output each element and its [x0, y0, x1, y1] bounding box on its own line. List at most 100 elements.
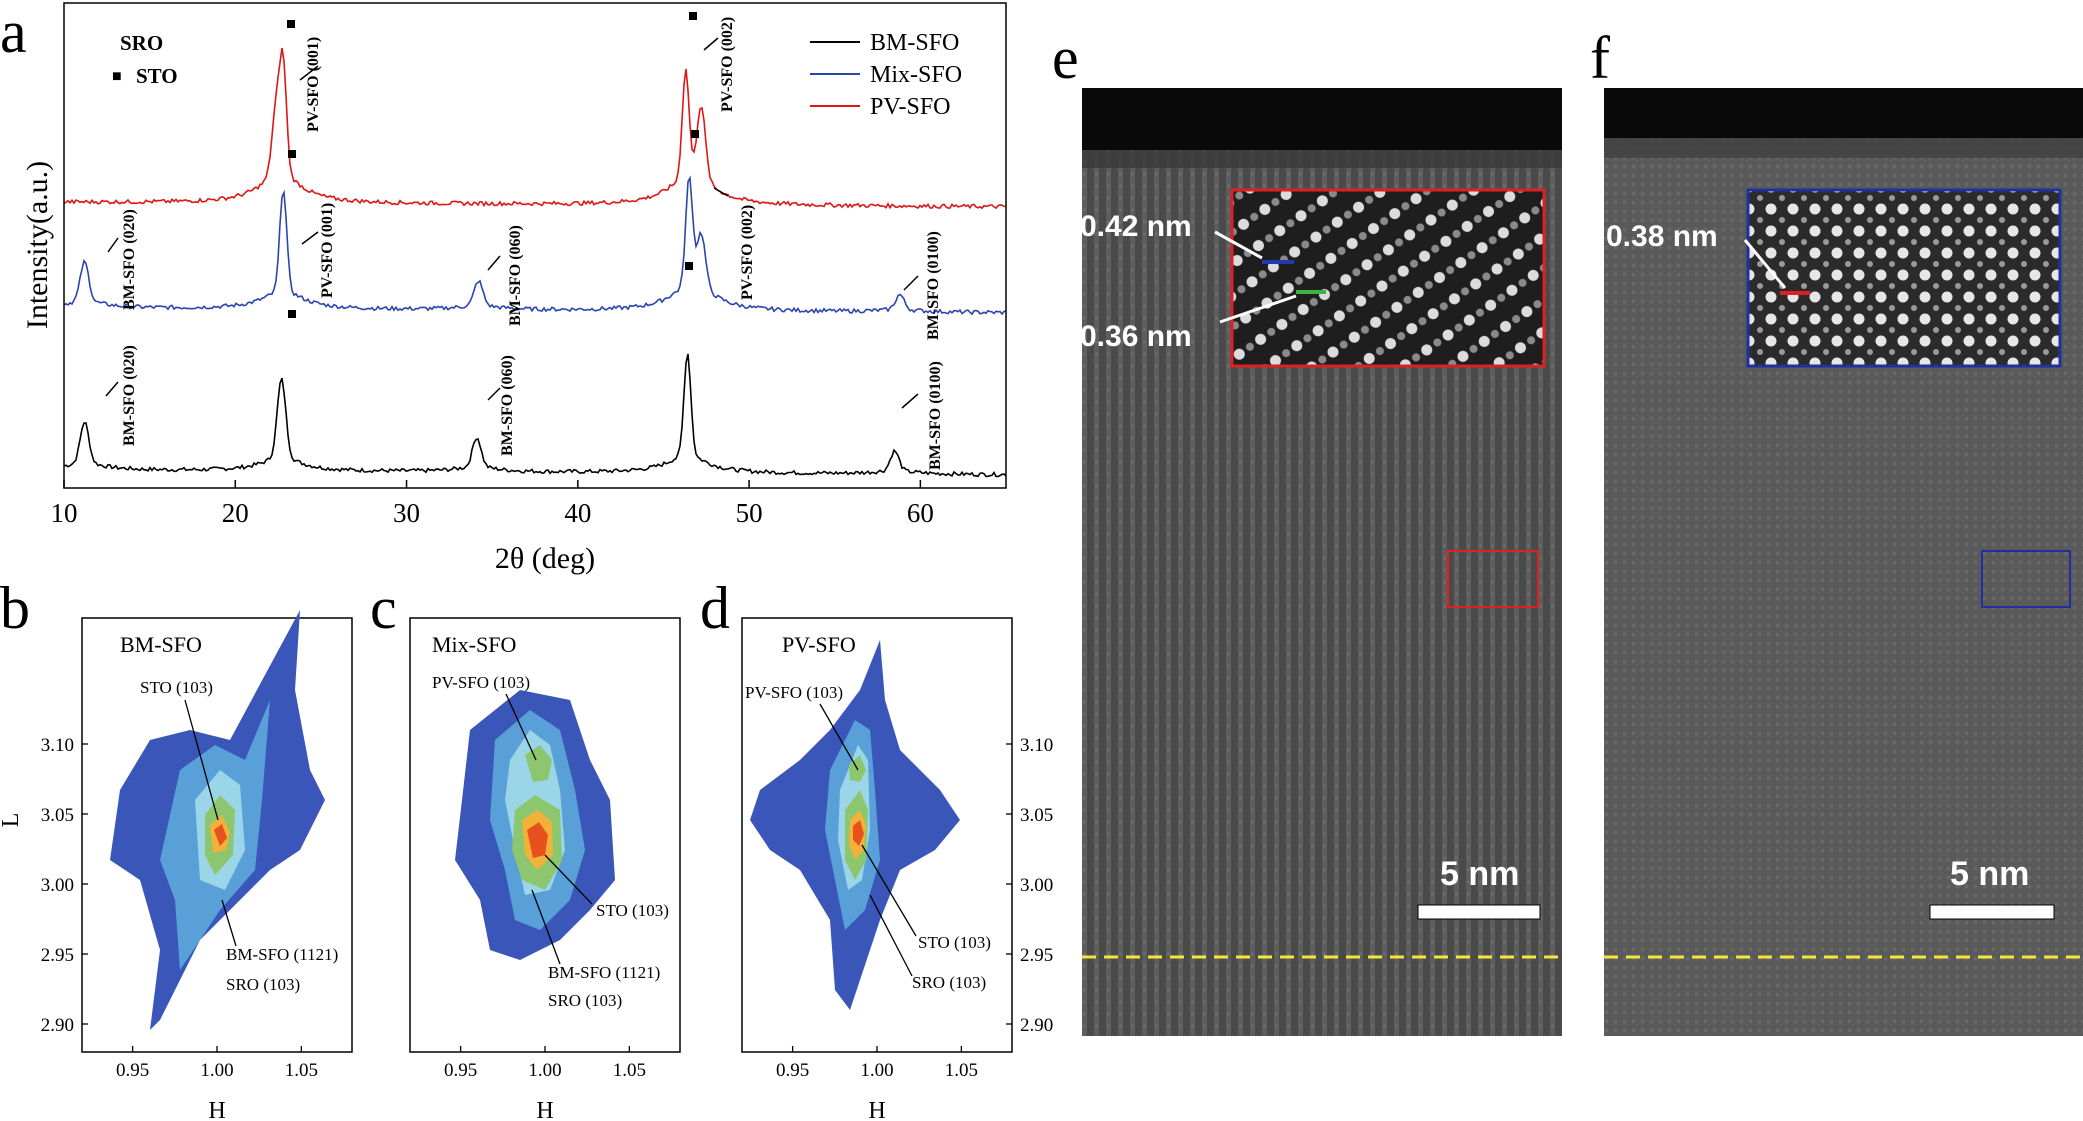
legend-label-mix: Mix-SFO	[870, 62, 962, 88]
panel-label-d: d	[700, 575, 730, 641]
stem-e-scale-bar	[1417, 904, 1541, 920]
rsm-panel-b: BM-SFO STO (103) BM-SFO (1121) SRO (103)…	[0, 610, 353, 1121]
stem-e-d1-label: 0.42 nm	[1080, 210, 1192, 243]
xrd-x-tick-label: 40	[564, 498, 591, 528]
annotation-bm0100-bm: BM-SFO (0100)	[927, 361, 944, 470]
annotation-arrow	[299, 65, 319, 81]
stem-image-f: 0.38 nm 5 nm	[1604, 88, 2083, 1036]
sto-marker	[288, 150, 296, 158]
xrd-x-tick-label: 50	[736, 498, 763, 528]
rsm-d-arrow	[861, 844, 917, 937]
rsm-c-x-axis-label: H	[536, 1098, 553, 1121]
rsm-c-annotation-sto: STO (103)	[596, 901, 669, 920]
rsm-b-arrow	[184, 699, 219, 821]
rsm-y-tick-label: 3.10	[41, 735, 74, 756]
rsm-c-arrow	[531, 889, 561, 965]
xrd-x-axis-label: 2θ (deg)	[495, 542, 595, 575]
rsm-c-axes: 0.95 1.00 1.05	[444, 1046, 646, 1081]
annotation-arrow	[903, 275, 919, 291]
rsm-x-tick-label: 1.00	[528, 1060, 561, 1081]
panel-label-b: b	[0, 575, 30, 641]
rsm-c-annotation-pvsfo: PV-SFO (103)	[432, 673, 530, 692]
annotation-pv002-pv: PV-SFO (002)	[719, 17, 736, 112]
rsm-b-y-axis-label: L	[0, 813, 24, 828]
rsm-x-tick-label: 1.05	[945, 1060, 978, 1081]
rsm-d-title: PV-SFO	[782, 632, 856, 657]
rsm-b-annotation-bmsfo: BM-SFO (1121)	[226, 945, 338, 964]
rsm-panel-c: Mix-SFO PV-SFO (103) STO (103) BM-SFO (1…	[409, 617, 681, 1121]
xrd-x-tick-label: 20	[222, 498, 249, 528]
legend-sto-marker: ■	[112, 68, 122, 85]
xrd-annotations: PV-SFO (001) PV-SFO (002) BM-SFO (020) P…	[105, 17, 944, 470]
rsm-d-axes: 0.95 1.00 1.05 2.90 2.95 3.00 3.05 3.10	[776, 735, 1053, 1081]
annotation-bm060-mix: BM-SFO (060)	[507, 225, 524, 326]
panel-label-f: f	[1590, 25, 1610, 91]
rsm-d-x-axis-label: H	[868, 1098, 885, 1121]
xrd-series-line-3	[64, 47, 1006, 210]
rsm-b-annotation-sto: STO (103)	[140, 678, 213, 697]
panel-label-c: c	[370, 575, 397, 641]
rsm-y-tick-label: 3.00	[41, 875, 74, 896]
rsm-b-title: BM-SFO	[120, 632, 202, 657]
rsm-d-arrow	[869, 894, 913, 977]
annotation-bm0100-mix: BM-SFO (0100)	[925, 231, 942, 340]
sto-markers	[287, 12, 699, 318]
rsm-panel-d: PV-SFO PV-SFO (103) STO (103) SRO (103) …	[741, 617, 1053, 1121]
stem-f-roi-box	[1981, 550, 2071, 608]
xrd-chart: 10 20 30 40 50 60 2θ (deg) Intensity(a.u.) SR…	[21, 2, 1007, 575]
rsm-c-contours	[455, 690, 615, 960]
legend-sro-label: SRO	[120, 31, 163, 55]
rsm-y-tick-label: 3.10	[1020, 735, 1053, 756]
xrd-y-axis-label: Intensity(a.u.)	[21, 161, 54, 329]
stem-e-arrow	[1219, 294, 1297, 324]
stem-e-arrow	[1214, 230, 1263, 260]
annotation-arrow	[703, 37, 719, 51]
annotation-arrow	[105, 381, 119, 397]
annotation-bm020-mix: BM-SFO (020)	[121, 209, 138, 310]
rsm-y-tick-label: 3.05	[41, 805, 74, 826]
stem-image-e: 0.42 nm 0.36 nm 5 nm	[1080, 88, 1562, 1036]
rsm-x-tick-label: 1.05	[285, 1060, 318, 1081]
rsm-x-tick-label: 1.00	[200, 1060, 233, 1081]
annotation-pv001-pv: PV-SFO (001)	[305, 37, 322, 132]
annotation-arrow	[107, 237, 119, 253]
sto-marker	[691, 130, 699, 138]
rsm-x-tick-label: 0.95	[116, 1060, 149, 1081]
rsm-y-tick-label: 3.05	[1020, 805, 1053, 826]
rsm-x-tick-label: 0.95	[444, 1060, 477, 1081]
rsm-b-arrow	[221, 899, 237, 947]
annotation-bm020-bm: BM-SFO (020)	[121, 345, 138, 446]
annotation-arrow	[301, 231, 319, 245]
xrd-x-tick-label: 60	[907, 498, 934, 528]
rsm-c-annotation-sro: SRO (103)	[548, 991, 622, 1010]
stem-f-scale-label: 5 nm	[1950, 855, 2029, 893]
legend-label-bm: BM-SFO	[870, 30, 959, 56]
rsm-c-arrow	[544, 854, 593, 905]
xrd-x-tick-label: 30	[393, 498, 420, 528]
rsm-y-tick-label: 2.90	[41, 1015, 74, 1036]
xrd-legend: BM-SFO Mix-SFO PV-SFO	[810, 30, 962, 120]
rsm-d-annotation-pvsfo: PV-SFO (103)	[745, 683, 843, 702]
annotation-arrow	[487, 255, 501, 271]
xrd-series-line-1	[64, 353, 1006, 478]
stem-f-arrow	[1743, 239, 1787, 289]
rsm-b-axes: 0.95 1.00 1.05 2.90 2.95 3.00 3.05 3.10	[41, 735, 318, 1081]
rsm-d-arrow	[819, 703, 859, 771]
stem-f-inset	[1746, 188, 2062, 368]
stem-e-vacuum	[1082, 88, 1562, 150]
stem-e-scale-label: 5 nm	[1440, 855, 1519, 893]
rsm-x-tick-label: 0.95	[776, 1060, 809, 1081]
annotation-arrow	[487, 387, 501, 401]
panel-label-a: a	[0, 0, 27, 65]
annotation-bm060-bm: BM-SFO (060)	[499, 355, 516, 456]
xrd-series-group	[64, 47, 1006, 478]
rsm-c-title: Mix-SFO	[432, 632, 516, 657]
sto-marker	[689, 12, 697, 20]
rsm-c-annotation-bmsfo: BM-SFO (1121)	[548, 963, 660, 982]
rsm-x-tick-label: 1.05	[613, 1060, 646, 1081]
legend-label-pv: PV-SFO	[870, 94, 951, 120]
stem-e-roi-box	[1447, 550, 1539, 608]
panel-label-e: e	[1052, 25, 1079, 91]
rsm-y-tick-label: 2.95	[41, 945, 74, 966]
